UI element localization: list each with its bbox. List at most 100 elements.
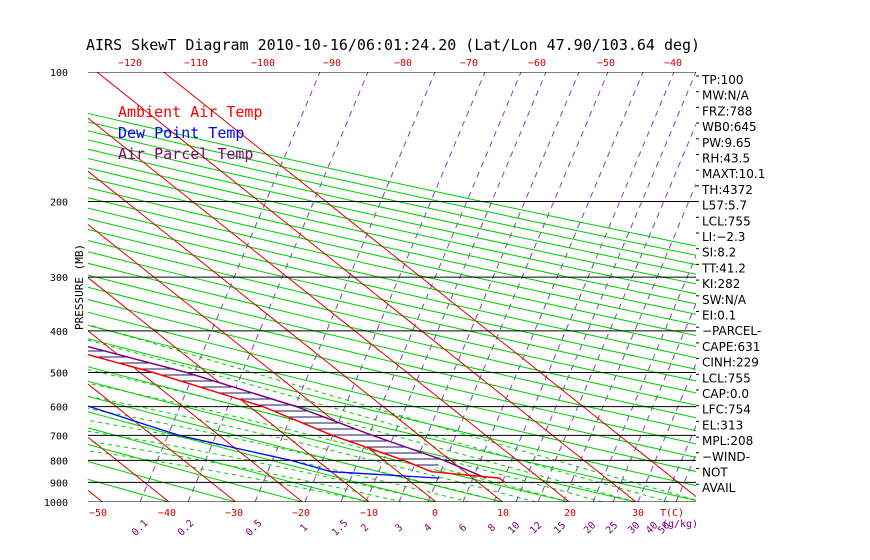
pressure-tick-label: 900 [50,478,68,489]
mixing-ratio-tick-label: 12 [528,520,544,536]
top-tick-label: −120 [118,58,142,69]
pressure-tick-label: 700 [50,431,68,442]
pressure-tick-label: 1000 [44,498,68,509]
mixing-ratio-tick-label: 8 [486,522,498,534]
isotherm-line [88,170,504,502]
dry-adiabat-line [88,197,696,337]
dry-adiabat-line [88,157,696,295]
dry-adiabat-line [88,207,696,348]
ambient-temp-profile [88,353,506,483]
top-tick-label: −50 [597,58,615,69]
sidebar-item: MPL:208 [702,434,753,448]
sidebar-item: CAP:0.0 [702,387,749,401]
sidebar-item: KI:282 [702,277,740,291]
pressure-tick-label: 100 [50,68,68,79]
sidebar-item: LCL:755 [702,214,751,228]
sidebar-item: −WIND- [702,450,750,464]
sidebar-item: TP:100 [701,73,744,87]
sidebar-item: TH:4372 [701,183,753,197]
dry-adiabat-line [88,130,696,266]
top-tick-label: −90 [323,58,341,69]
dry-adiabat-line [88,380,570,502]
dry-adiabat-line [88,167,696,305]
mixing-ratio-tick-label: 15 [552,520,568,536]
dry-adiabat-line [88,187,696,326]
bottom-tick-label: −40 [158,508,176,519]
y-axis-label: PRESSURE (MB) [73,244,86,330]
dry-adiabat-line [88,338,696,487]
sidebar-item: MW:N/A [702,89,750,103]
dry-adiabat-line [88,251,696,394]
mixing-ratio-unit: (g/kg) [662,519,698,530]
top-tick-label: −40 [664,58,682,69]
pressure-tick-label: 500 [50,369,68,380]
cape-hatched-area [88,346,444,472]
dry-adiabat-line [88,366,637,502]
pressure-tick-label: 300 [50,273,68,284]
mixing-ratio-tick-label: 10 [506,520,522,536]
mixing-ratio-line [398,72,580,502]
bottom-tick-label: −20 [292,508,310,519]
isotherm-line [88,330,303,502]
dry-adiabat-line [88,299,696,445]
mixing-ratio-line [254,72,436,502]
bottom-tick-label: −30 [225,508,243,519]
dry-adiabat-line [88,324,696,472]
dry-adiabat-line [88,112,696,247]
top-tick-label: −60 [528,58,546,69]
dry-adiabat-line [88,411,437,502]
mixing-ratio-tick-label: 0.2 [176,518,197,539]
mixing-ratio-line [592,254,696,502]
top-tick-label: −100 [251,58,275,69]
dry-adiabat-line [88,274,696,419]
isotherm-line [0,72,36,502]
mixing-ratio-tick-label: 2 [359,522,371,534]
sidebar-item: SI:8.2 [702,246,736,260]
mixing-ratio-line [493,72,675,502]
sidebar-item: L57:5.7 [702,199,747,213]
bottom-tick-label: 10 [497,508,509,519]
mixing-ratio-line [537,123,696,502]
legend-entry: Air Parcel Temp [118,145,253,163]
sidebar-item: LFC:754 [702,403,751,417]
legend-entry: Ambient Air Temp [118,103,263,121]
air-parcel-profile [88,345,487,479]
dry-adiabat-line [88,148,696,285]
sidebar-item: WB0:645 [702,120,757,134]
dry-adiabat-line [88,139,696,275]
dry-adiabat-line [88,218,696,359]
isotherm-line [88,277,370,502]
mixing-ratio-tick-label: 3 [393,522,405,534]
dry-adiabat-line [88,262,696,406]
mixing-ratio-tick-label: 30 [626,520,642,536]
top-tick-label: −80 [394,58,412,69]
mixing-ratio-line [637,362,696,502]
moist-adiabat-line [88,395,537,502]
dry-adiabat-line [88,395,503,502]
dry-adiabat-line [88,286,696,432]
mixing-ratio-line [304,72,486,502]
isotherm-line [88,383,237,502]
sidebar-item: SW:N/A [702,293,747,307]
dry-adiabat-line [88,461,237,502]
dew-point-profile [88,405,440,479]
moist-adiabat-line [88,382,570,502]
bottom-axis-unit: T(C) [660,508,684,519]
moist-adiabat-line [88,419,470,502]
sidebar-item: PW:9.65 [702,136,751,150]
bottom-tick-label: 20 [564,508,576,519]
bottom-tick-label: 0 [432,508,438,519]
sidebar-item: LCL:755 [702,371,751,385]
mixing-ratio-tick-label: 1.5 [330,518,351,539]
top-tick-label: −110 [184,58,208,69]
pressure-tick-label: 200 [50,197,68,208]
mixing-ratio-tick-label: 25 [604,520,620,536]
dry-adiabat-line [88,427,370,502]
moist-adiabat-line [88,323,696,501]
sidebar-item: FRZ:788 [702,104,752,118]
mixing-ratio-tick-label: 0.5 [244,518,265,539]
dry-adiabat-line [88,177,696,315]
mixing-ratio-line [340,72,522,502]
dry-adiabat-line [88,239,696,382]
sidebar-item: AVAIL [702,481,736,495]
